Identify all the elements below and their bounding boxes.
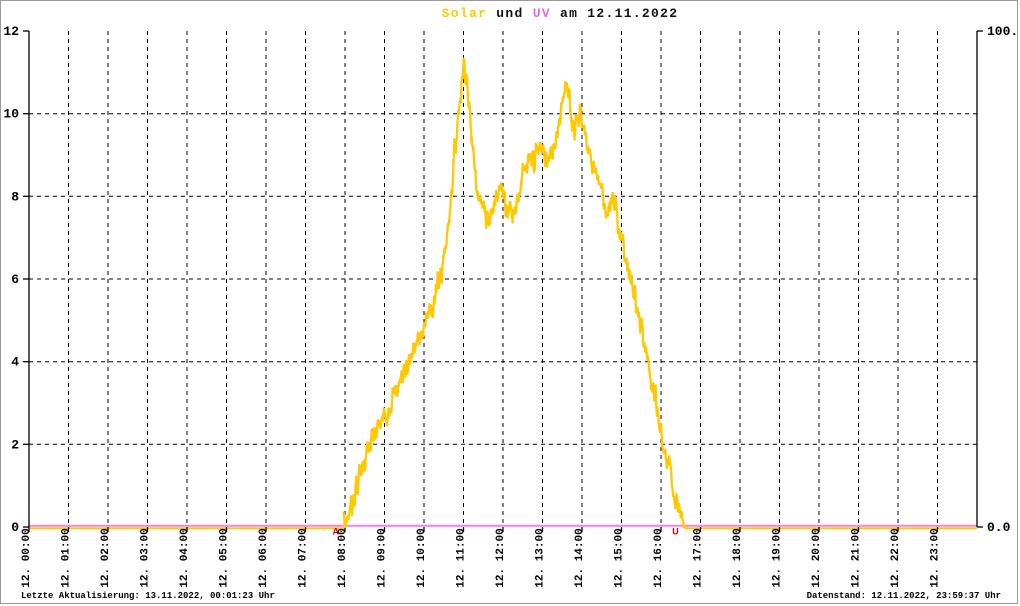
svg-text:16:00: 16:00 bbox=[653, 528, 665, 561]
svg-text:15:00: 15:00 bbox=[614, 528, 626, 561]
svg-text:18:00: 18:00 bbox=[732, 528, 744, 561]
svg-text:12.: 12. bbox=[179, 568, 191, 588]
svg-text:0: 0 bbox=[11, 520, 19, 535]
svg-text:12.: 12. bbox=[298, 568, 310, 588]
svg-text:12.: 12. bbox=[811, 568, 823, 588]
svg-text:05:00: 05:00 bbox=[219, 528, 231, 561]
svg-text:U: U bbox=[672, 527, 679, 537]
svg-text:12.: 12. bbox=[495, 568, 507, 588]
svg-text:12: 12 bbox=[3, 24, 19, 39]
svg-text:12.: 12. bbox=[732, 568, 744, 588]
svg-text:01:00: 01:00 bbox=[61, 528, 73, 561]
svg-text:12.: 12. bbox=[416, 568, 428, 588]
svg-text:03:00: 03:00 bbox=[140, 528, 152, 561]
svg-text:12.: 12. bbox=[140, 568, 152, 588]
svg-text:14:00: 14:00 bbox=[574, 528, 586, 561]
svg-text:12.: 12. bbox=[614, 568, 626, 588]
svg-text:04:00: 04:00 bbox=[179, 528, 191, 561]
svg-text:6: 6 bbox=[11, 272, 19, 287]
svg-text:12.: 12. bbox=[377, 568, 389, 588]
svg-text:12.: 12. bbox=[693, 568, 705, 588]
svg-text:12.: 12. bbox=[100, 568, 112, 588]
svg-text:20:00: 20:00 bbox=[811, 528, 823, 561]
svg-text:8: 8 bbox=[11, 189, 19, 204]
svg-text:12.: 12. bbox=[653, 568, 665, 588]
svg-text:22:00: 22:00 bbox=[890, 528, 902, 561]
svg-text:10:00: 10:00 bbox=[416, 528, 428, 561]
svg-text:12.: 12. bbox=[61, 568, 73, 588]
svg-text:17:00: 17:00 bbox=[693, 528, 705, 561]
svg-text:12.: 12. bbox=[890, 568, 902, 588]
svg-text:08:00: 08:00 bbox=[337, 528, 349, 561]
svg-text:09:00: 09:00 bbox=[377, 528, 389, 561]
svg-text:Datenstand: 12.11.2022, 23:59:: Datenstand: 12.11.2022, 23:59:37 Uhr bbox=[807, 591, 1001, 601]
svg-text:13:00: 13:00 bbox=[535, 528, 547, 561]
svg-text:19:00: 19:00 bbox=[772, 528, 784, 561]
svg-text:100.0: 100.0 bbox=[987, 24, 1018, 39]
svg-text:Letzte Aktualisierung: 13.11.2: Letzte Aktualisierung: 13.11.2022, 00:01… bbox=[21, 591, 275, 601]
svg-text:12.: 12. bbox=[574, 568, 586, 588]
svg-text:12.: 12. bbox=[456, 568, 468, 588]
svg-text:12:00: 12:00 bbox=[495, 528, 507, 561]
svg-text:12.: 12. bbox=[772, 568, 784, 588]
svg-text:12.: 12. bbox=[258, 568, 270, 588]
svg-text:0.0: 0.0 bbox=[987, 520, 1011, 535]
svg-text:12.: 12. bbox=[21, 568, 33, 588]
svg-text:23:00: 23:00 bbox=[930, 528, 942, 561]
svg-text:10: 10 bbox=[3, 107, 19, 122]
svg-text:12.: 12. bbox=[930, 568, 942, 588]
svg-text:4: 4 bbox=[11, 355, 19, 370]
svg-text:21:00: 21:00 bbox=[851, 528, 863, 561]
svg-text:12.: 12. bbox=[851, 568, 863, 588]
svg-text:2: 2 bbox=[11, 437, 19, 452]
svg-text:11:00: 11:00 bbox=[456, 528, 468, 561]
svg-text:12.: 12. bbox=[337, 568, 349, 588]
svg-text:00:00: 00:00 bbox=[21, 528, 33, 561]
svg-text:12.: 12. bbox=[535, 568, 547, 588]
svg-text:02:00: 02:00 bbox=[100, 528, 112, 561]
svg-text:06:00: 06:00 bbox=[258, 528, 270, 561]
svg-text:07:00: 07:00 bbox=[298, 528, 310, 561]
svg-text:12.: 12. bbox=[219, 568, 231, 588]
